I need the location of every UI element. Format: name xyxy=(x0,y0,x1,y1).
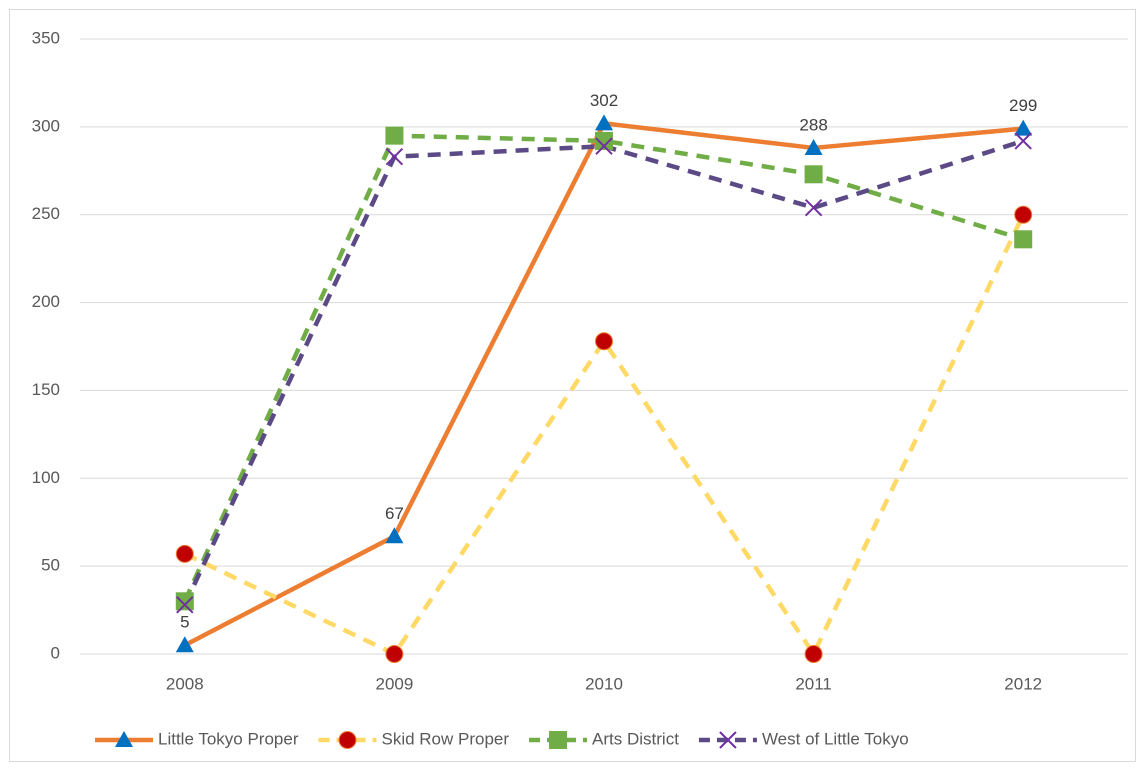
legend-marker xyxy=(549,731,568,749)
legend-marker xyxy=(115,731,133,747)
y-tick-label: 50 xyxy=(41,556,60,575)
x-tick-label: 2012 xyxy=(1004,674,1042,693)
x-tick-label: 2010 xyxy=(585,674,623,693)
data-label: 299 xyxy=(1009,96,1037,115)
point-marker xyxy=(1014,230,1033,249)
legend-label: Arts District xyxy=(592,729,679,748)
point-marker xyxy=(595,114,613,131)
point-marker xyxy=(595,332,613,351)
point-marker xyxy=(385,126,404,145)
data-label: 288 xyxy=(799,115,827,134)
y-tick-label: 100 xyxy=(32,468,60,487)
point-marker xyxy=(385,148,404,166)
point-marker xyxy=(595,137,613,155)
legend-marker xyxy=(338,731,357,749)
x-tick-label: 2011 xyxy=(795,674,832,693)
point-marker xyxy=(176,596,194,614)
y-tick-label: 150 xyxy=(32,380,60,399)
point-marker xyxy=(1014,205,1033,224)
legend-label: West of Little Tokyo xyxy=(762,729,909,748)
series-line xyxy=(183,213,1026,657)
point-marker xyxy=(804,165,823,184)
point-marker xyxy=(804,138,823,155)
x-tick-label: 2008 xyxy=(166,674,204,693)
y-tick-label: 300 xyxy=(32,116,60,135)
series-line xyxy=(182,133,1024,603)
y-tick-label: 0 xyxy=(51,643,60,662)
point-marker xyxy=(175,544,194,563)
y-tick-label: 250 xyxy=(32,204,60,223)
point-marker xyxy=(385,527,404,544)
data-label: 302 xyxy=(590,91,618,110)
x-tick-label: 2009 xyxy=(375,674,413,693)
legend-label: Little Tokyo Proper xyxy=(158,729,299,748)
point-marker xyxy=(804,645,823,663)
point-marker xyxy=(595,131,613,150)
point-marker xyxy=(385,645,404,663)
point-marker xyxy=(1014,119,1033,136)
point-marker xyxy=(1014,132,1032,150)
data-label: 5 xyxy=(180,613,189,632)
y-tick-label: 200 xyxy=(32,292,60,311)
data-label: 67 xyxy=(385,504,404,523)
legend-label: Skid Row Proper xyxy=(381,729,509,748)
point-marker xyxy=(804,198,823,217)
y-tick-label: 350 xyxy=(32,28,60,47)
point-marker xyxy=(175,636,194,653)
legend-marker xyxy=(719,731,737,749)
point-marker xyxy=(175,592,194,611)
